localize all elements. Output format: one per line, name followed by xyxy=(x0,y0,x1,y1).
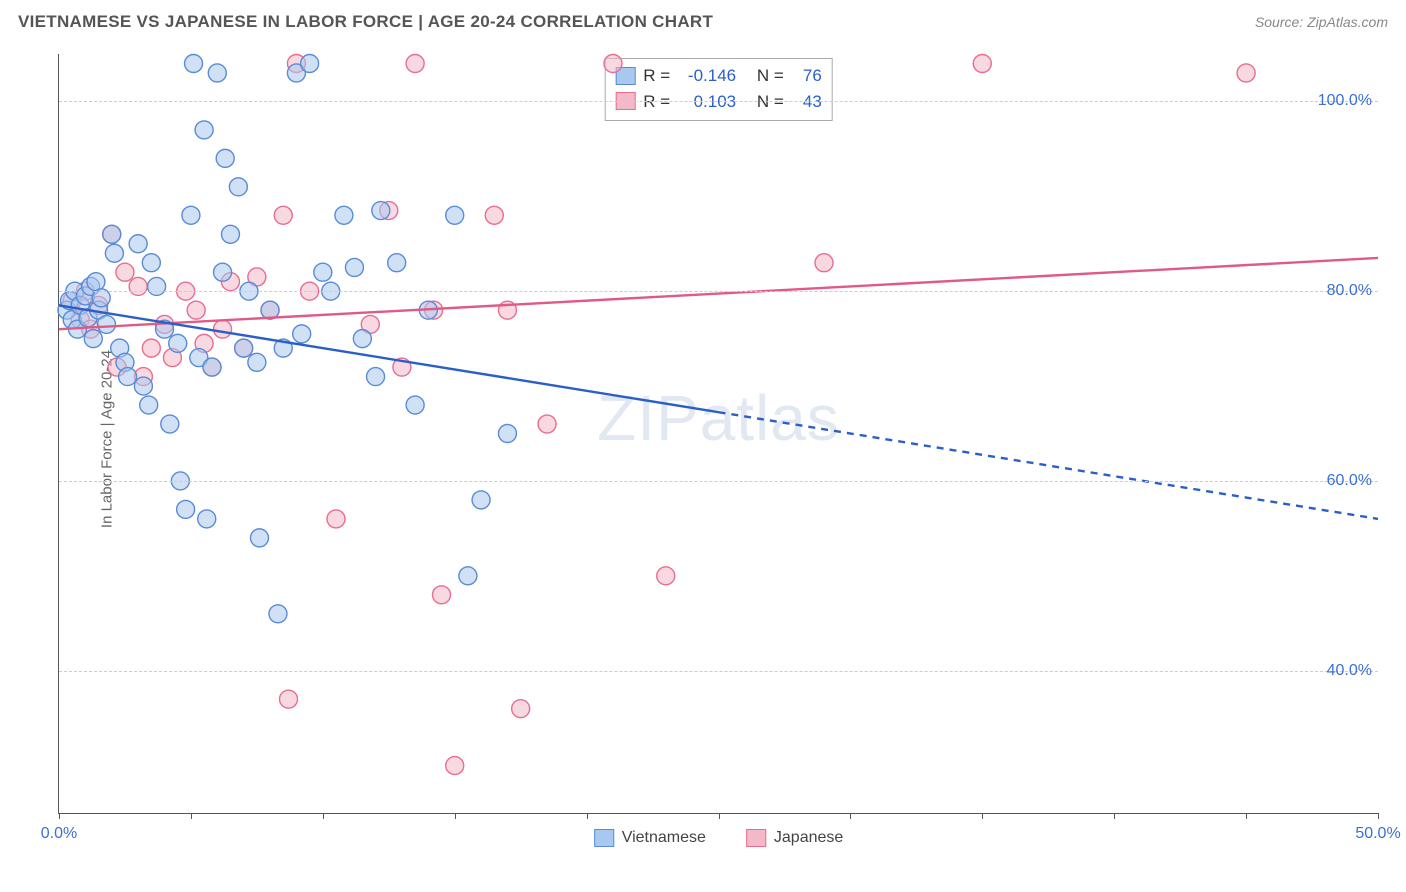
data-point xyxy=(280,690,298,708)
data-point xyxy=(105,244,123,262)
data-point xyxy=(235,339,253,357)
trend-line xyxy=(59,305,719,412)
source-attribution: Source: ZipAtlas.com xyxy=(1255,14,1388,30)
data-point xyxy=(198,510,216,528)
data-point xyxy=(103,225,121,243)
data-point xyxy=(1237,64,1255,82)
data-point xyxy=(195,121,213,139)
data-point xyxy=(248,353,266,371)
data-point xyxy=(459,567,477,585)
plot-container: In Labor Force | Age 20-24 ZIPatlas R = … xyxy=(40,54,1388,824)
series-legend: Vietnamese Japanese xyxy=(594,829,844,847)
swatch-vietnamese xyxy=(594,829,614,847)
legend-item-japanese: Japanese xyxy=(746,829,843,847)
data-point xyxy=(433,586,451,604)
data-point xyxy=(229,178,247,196)
chart-svg xyxy=(59,54,1378,813)
data-point xyxy=(472,491,490,509)
data-point xyxy=(446,757,464,775)
gridline xyxy=(59,101,1378,102)
x-tick xyxy=(455,813,456,819)
data-point xyxy=(142,254,160,272)
data-point xyxy=(185,54,203,72)
data-point xyxy=(177,500,195,518)
data-point xyxy=(345,258,363,276)
data-point xyxy=(221,225,239,243)
data-point xyxy=(301,54,319,72)
legend-item-vietnamese: Vietnamese xyxy=(594,829,706,847)
data-point xyxy=(250,529,268,547)
data-point xyxy=(604,54,622,72)
data-point xyxy=(498,425,516,443)
data-point xyxy=(485,206,503,224)
data-point xyxy=(216,149,234,167)
x-tick xyxy=(1378,813,1379,819)
data-point xyxy=(367,368,385,386)
data-point xyxy=(169,334,187,352)
data-point xyxy=(129,235,147,253)
data-point xyxy=(214,320,232,338)
x-tick xyxy=(323,813,324,819)
data-point xyxy=(140,396,158,414)
data-point xyxy=(97,315,115,333)
y-tick-label: 40.0% xyxy=(1327,662,1372,680)
data-point xyxy=(314,263,332,281)
y-tick-label: 100.0% xyxy=(1318,92,1372,110)
gridline xyxy=(59,671,1378,672)
x-tick xyxy=(719,813,720,819)
data-point xyxy=(815,254,833,272)
data-point xyxy=(119,368,137,386)
data-point xyxy=(372,202,390,220)
data-point xyxy=(208,64,226,82)
x-tick xyxy=(982,813,983,819)
data-point xyxy=(353,330,371,348)
chart-title: VIETNAMESE VS JAPANESE IN LABOR FORCE | … xyxy=(18,12,713,32)
data-point xyxy=(657,567,675,585)
data-point xyxy=(203,358,221,376)
data-point xyxy=(142,339,160,357)
data-point xyxy=(327,510,345,528)
gridline xyxy=(59,291,1378,292)
trend-line-dashed xyxy=(719,412,1379,519)
data-point xyxy=(214,263,232,281)
data-point xyxy=(388,254,406,272)
y-tick-label: 60.0% xyxy=(1327,472,1372,490)
data-point xyxy=(293,325,311,343)
data-point xyxy=(335,206,353,224)
data-point xyxy=(129,277,147,295)
data-point xyxy=(148,277,166,295)
data-point xyxy=(134,377,152,395)
x-tick xyxy=(587,813,588,819)
data-point xyxy=(406,396,424,414)
x-tick xyxy=(1114,813,1115,819)
data-point xyxy=(116,263,134,281)
x-tick xyxy=(1246,813,1247,819)
data-point xyxy=(538,415,556,433)
data-point xyxy=(274,206,292,224)
data-point xyxy=(161,415,179,433)
legend-label: Japanese xyxy=(774,829,843,847)
plot-area: ZIPatlas R = -0.146 N = 76 R = 0.103 N =… xyxy=(58,54,1378,814)
x-tick-label: 0.0% xyxy=(41,825,77,843)
data-point xyxy=(973,54,991,72)
y-tick-label: 80.0% xyxy=(1327,282,1372,300)
data-point xyxy=(446,206,464,224)
x-tick xyxy=(191,813,192,819)
data-point xyxy=(84,330,102,348)
legend-label: Vietnamese xyxy=(622,829,706,847)
data-point xyxy=(182,206,200,224)
data-point xyxy=(269,605,287,623)
gridline xyxy=(59,481,1378,482)
swatch-japanese xyxy=(746,829,766,847)
data-point xyxy=(87,273,105,291)
data-point xyxy=(512,700,530,718)
x-tick-label: 50.0% xyxy=(1355,825,1400,843)
data-point xyxy=(406,54,424,72)
x-tick xyxy=(59,813,60,819)
data-point xyxy=(187,301,205,319)
x-tick xyxy=(850,813,851,819)
